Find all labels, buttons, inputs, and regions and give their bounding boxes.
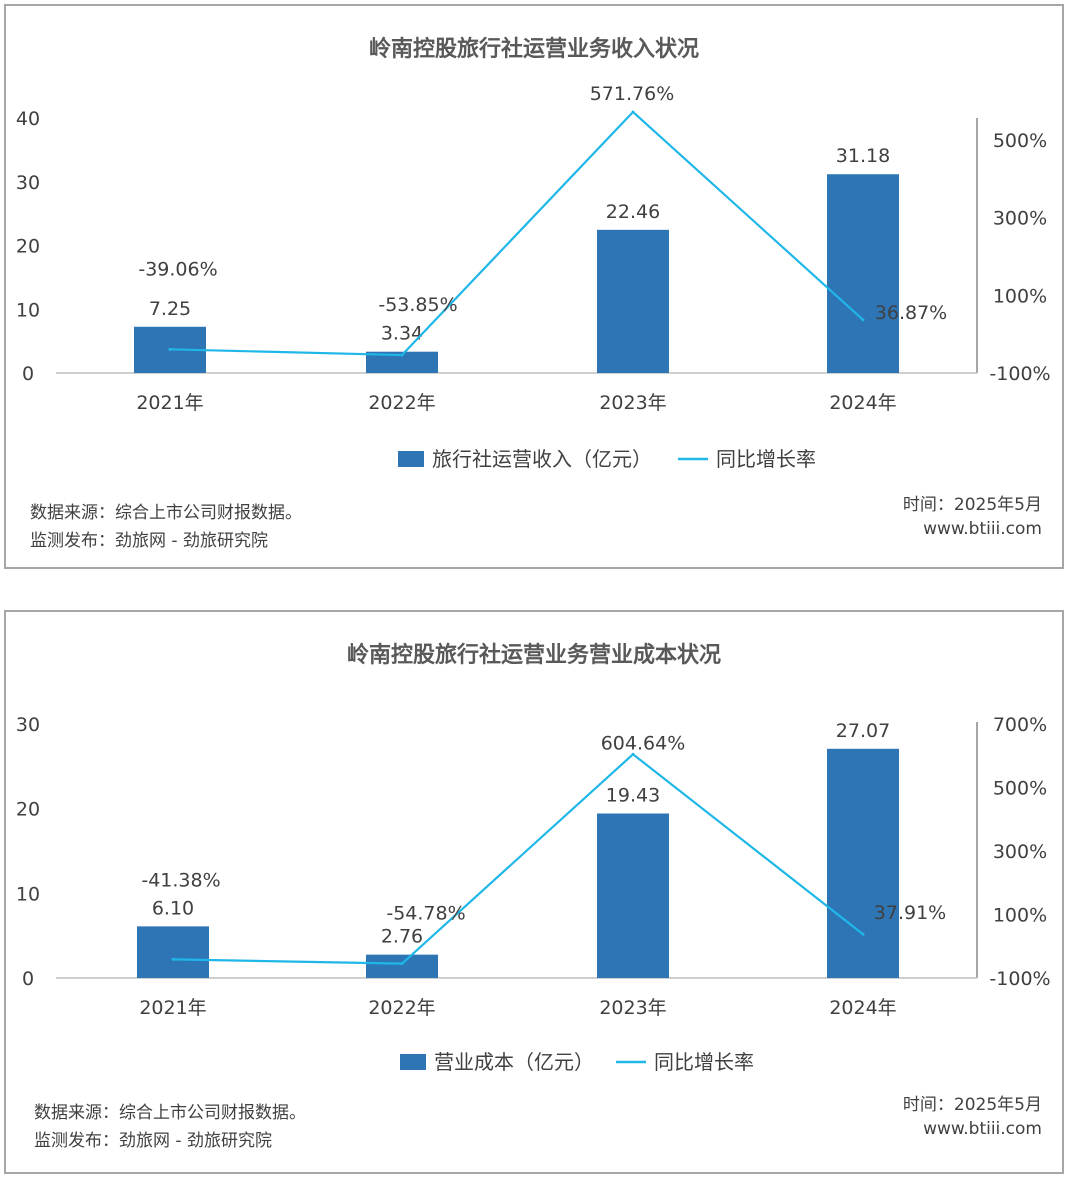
revenue-chart-panel: 岭南控股旅行社运营业务收入状况 0 10 20 30 40 -100% 100% 300% 500… — [4, 4, 1064, 569]
bar-data-label: 22.46 — [606, 201, 660, 223]
y-tick-label: 20 — [16, 236, 40, 258]
revenue-chart: 岭南控股旅行社运营业务收入状况 0 10 20 30 40 -100% 100% 300% 500… — [16, 36, 1051, 551]
bar — [597, 813, 669, 978]
x-tick-label: 2022年 — [368, 392, 435, 414]
cost-chart-panel: 岭南控股旅行社运营业务营业成本状况 0 10 20 30 -100% 100% 300% 500… — [4, 610, 1064, 1174]
date-note: 时间：2025年5月 — [903, 1095, 1042, 1115]
bar — [366, 954, 438, 978]
bar-data-label: 19.43 — [606, 784, 660, 806]
growth-rate-point — [400, 962, 404, 966]
bar-data-label: 6.10 — [152, 897, 194, 919]
legend-bar-swatch — [398, 451, 424, 467]
y2-tick-label: 700% — [993, 714, 1047, 736]
bar-data-label: 27.07 — [836, 720, 890, 742]
legend-bar-label: 营业成本（亿元） — [434, 1050, 594, 1074]
chart-title: 岭南控股旅行社运营业务收入状况 — [369, 36, 699, 62]
growth-rate-label: -39.06% — [138, 258, 217, 280]
data-source-note: 数据来源：综合上市公司财报数据。 — [30, 503, 302, 523]
growth-rate-point — [631, 752, 635, 756]
growth-rate-point — [168, 347, 172, 351]
x-tick-label: 2021年 — [136, 392, 203, 414]
legend-line-label: 同比增长率 — [654, 1050, 754, 1074]
publisher-note: 监测发布：劲旅网 - 劲旅研究院 — [30, 531, 268, 551]
x-tick-label: 2023年 — [599, 392, 666, 414]
growth-rate-label: -54.78% — [386, 903, 465, 925]
date-note: 时间：2025年5月 — [903, 495, 1042, 515]
growth-rate-label: 36.87% — [875, 302, 947, 324]
y2-tick-label: 100% — [993, 905, 1047, 927]
growth-rate-label: 571.76% — [590, 83, 675, 105]
legend-bar-swatch — [400, 1054, 426, 1070]
x-tick-label: 2022年 — [368, 997, 435, 1019]
y-tick-label: 20 — [16, 799, 40, 821]
data-source-note: 数据来源：综合上市公司财报数据。 — [34, 1103, 306, 1123]
growth-rate-label: -41.38% — [141, 869, 220, 891]
growth-rate-point — [631, 110, 635, 114]
growth-rate-line — [172, 752, 864, 965]
y-tick-label: 30 — [16, 714, 40, 736]
website-note: www.btiii.com — [923, 519, 1042, 539]
growth-rate-label: 604.64% — [601, 732, 686, 754]
legend-bar-label: 旅行社运营收入（亿元） — [432, 447, 652, 471]
growth-rate-label: -53.85% — [378, 294, 457, 316]
y2-tick-label: 100% — [993, 285, 1047, 307]
x-tick-label: 2023年 — [599, 997, 666, 1019]
bar — [366, 351, 438, 373]
growth-rate-point — [861, 318, 865, 322]
y-tick-label: 0 — [22, 968, 34, 990]
growth-rate-label: 37.91% — [874, 902, 946, 924]
bar-data-label: 7.25 — [149, 298, 191, 320]
y2-tick-label: 500% — [993, 778, 1047, 800]
y2-tick-label: -100% — [989, 363, 1050, 385]
bar-data-label: 31.18 — [836, 145, 890, 167]
bar — [597, 229, 669, 373]
growth-rate-point — [400, 353, 404, 357]
bar-data-label: 2.76 — [381, 926, 423, 948]
legend-line-label: 同比增长率 — [716, 447, 816, 471]
cost-chart: 岭南控股旅行社运营业务营业成本状况 0 10 20 30 -100% 100% 300% 500… — [16, 642, 1051, 1151]
bar — [827, 748, 899, 978]
bar-data-label: 3.34 — [381, 323, 423, 345]
y-tick-label: 0 — [22, 363, 34, 385]
y2-tick-label: 500% — [993, 130, 1047, 152]
x-tick-label: 2021年 — [139, 997, 206, 1019]
y-tick-label: 10 — [16, 299, 40, 321]
y2-tick-label: 300% — [993, 208, 1047, 230]
growth-rate-point — [171, 957, 175, 961]
y-tick-label: 30 — [16, 172, 40, 194]
y2-tick-label: -100% — [989, 968, 1050, 990]
y-tick-label: 10 — [16, 883, 40, 905]
y2-tick-label: 300% — [993, 841, 1047, 863]
growth-rate-line — [169, 110, 864, 357]
website-note: www.btiii.com — [923, 1119, 1042, 1139]
growth-rate-point — [861, 932, 865, 936]
publisher-note: 监测发布：劲旅网 - 劲旅研究院 — [34, 1131, 272, 1151]
x-tick-label: 2024年 — [829, 997, 896, 1019]
x-tick-label: 2024年 — [829, 392, 896, 414]
y-tick-label: 40 — [16, 108, 40, 130]
chart-title: 岭南控股旅行社运营业务营业成本状况 — [347, 642, 721, 668]
bar — [827, 174, 899, 373]
bar — [137, 926, 209, 978]
